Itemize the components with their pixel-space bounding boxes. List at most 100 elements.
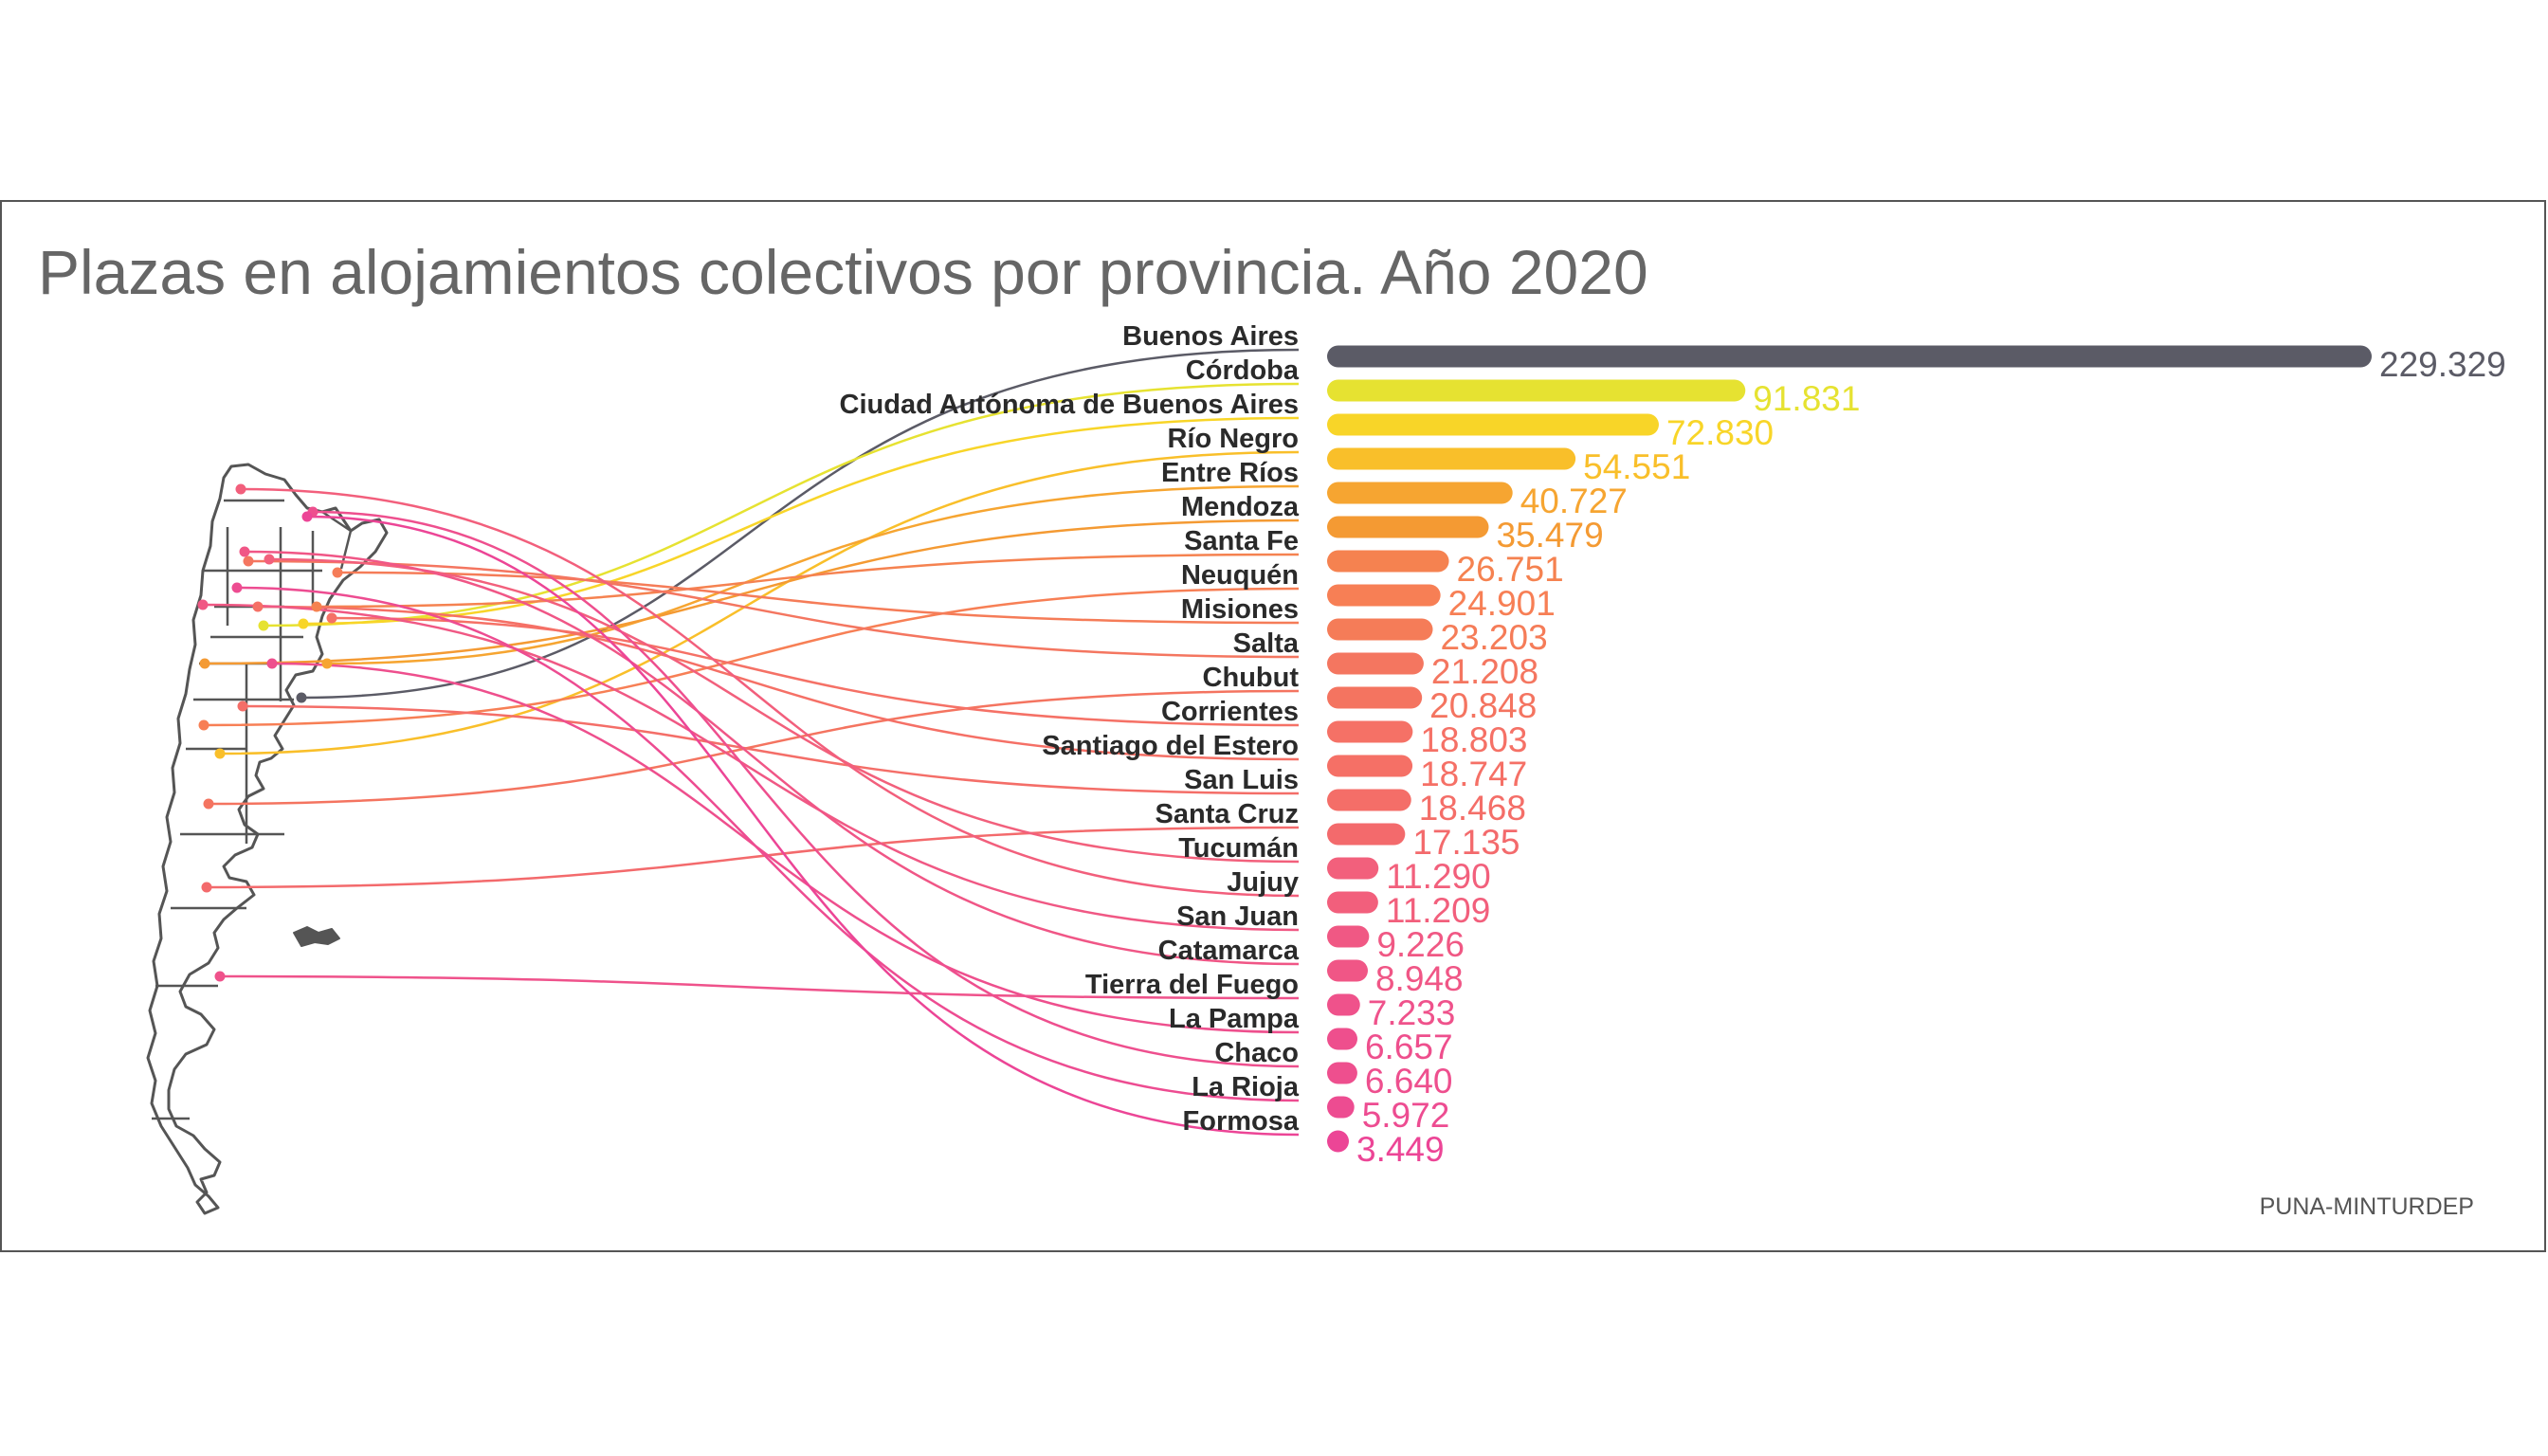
map-marker-ciudad-autonoma-de-buenos-aires <box>298 618 309 629</box>
province-label-la-rioja: La Rioja <box>1192 1072 1300 1102</box>
bar-santa-cruz <box>1327 823 1406 846</box>
connector-la-rioja <box>236 586 1300 1102</box>
value-label-santa-fe: 26.751 <box>1457 550 1564 589</box>
bar-santiago-del-estero <box>1327 755 1413 777</box>
bar-neuquen <box>1327 584 1441 607</box>
province-label-santa-cruz: Santa Cruz <box>1156 799 1299 829</box>
value-label-catamarca: 8.948 <box>1375 959 1464 998</box>
map-marker-corrientes <box>326 612 337 624</box>
value-label-rio-negro: 54.551 <box>1583 447 1690 486</box>
province-label-buenos-aires: Buenos Aires <box>1122 321 1299 352</box>
province-label-cordoba: Córdoba <box>1186 355 1300 386</box>
connector-salta <box>247 559 1300 659</box>
value-label-misiones: 23.203 <box>1440 618 1547 657</box>
map-marker-mendoza <box>199 658 210 669</box>
connector-jujuy <box>240 487 1300 898</box>
map-marker-cordoba <box>258 620 269 631</box>
bar-la-rioja <box>1327 1096 1355 1119</box>
bar-chaco <box>1327 1062 1357 1084</box>
connector-tierra-del-fuego <box>219 974 1300 1000</box>
value-label-chaco: 6.640 <box>1365 1062 1453 1101</box>
map-marker-misiones <box>332 567 343 578</box>
province-label-salta: Salta <box>1233 628 1300 659</box>
connector-santa-fe <box>316 553 1300 609</box>
bar-tierra-del-fuego <box>1327 993 1360 1016</box>
bar-la-pampa <box>1327 1028 1357 1050</box>
map-marker-san-luis <box>237 701 248 712</box>
province-label-rio-negro: Río Negro <box>1167 424 1299 454</box>
value-label-mendoza: 35.479 <box>1496 516 1603 555</box>
connector-mendoza <box>204 519 1300 665</box>
bar-formosa <box>1327 1130 1349 1153</box>
province-label-formosa: Formosa <box>1183 1106 1300 1137</box>
province-label-mendoza: Mendoza <box>1181 492 1300 522</box>
bar-chubut <box>1327 686 1423 709</box>
bar-entre-rios <box>1327 482 1513 504</box>
bar-cordoba <box>1327 379 1746 402</box>
value-label-neuquen: 24.901 <box>1448 584 1556 623</box>
map-marker-tierra-del-fuego <box>214 971 226 982</box>
province-label-san-luis: San Luis <box>1184 765 1299 795</box>
bar-mendoza <box>1327 516 1489 538</box>
province-label-jujuy: Jujuy <box>1227 867 1299 898</box>
map-marker-neuquen <box>198 719 209 731</box>
map-marker-catamarca <box>239 546 250 557</box>
bar-salta <box>1327 652 1424 675</box>
map-marker-santa-fe <box>311 601 322 612</box>
connector-formosa <box>306 515 1300 1137</box>
connector-ciudad-autonoma-de-buenos-aires <box>302 416 1300 626</box>
bar-santa-fe <box>1327 550 1449 573</box>
connectors <box>202 348 1300 1137</box>
province-label-ciudad-autonoma-de-buenos-aires: Ciudad Autónoma de Buenos Aires <box>840 390 1299 420</box>
bar-corrientes <box>1327 720 1413 743</box>
map-marker-entre-rios <box>321 658 333 669</box>
connector-san-luis <box>242 704 1300 795</box>
map-outline <box>146 463 389 1215</box>
connector-tucuman <box>268 557 1300 864</box>
province-label-san-juan: San Juan <box>1176 901 1299 932</box>
connector-misiones <box>337 571 1300 625</box>
value-label-cordoba: 91.831 <box>1753 379 1860 418</box>
value-label-jujuy: 11.209 <box>1386 891 1490 930</box>
map-marker-jujuy <box>235 483 246 495</box>
chart-frame <box>0 200 2546 1252</box>
value-label-la-pampa: 6.657 <box>1365 1028 1453 1066</box>
value-label-entre-rios: 40.727 <box>1520 482 1628 520</box>
connector-corrientes <box>331 616 1300 727</box>
connector-buenos-aires <box>300 348 1300 700</box>
map-marker-la-rioja <box>231 582 243 593</box>
value-label-santiago-del-estero: 18.747 <box>1420 755 1527 793</box>
bar-tucuman <box>1327 857 1379 880</box>
map-marker-buenos-aires <box>296 692 307 703</box>
map-marker-santiago-del-estero <box>252 601 264 612</box>
map-marker-formosa <box>301 511 313 522</box>
connector-cordoba <box>263 382 1300 628</box>
value-label-la-rioja: 5.972 <box>1362 1096 1450 1135</box>
connector-neuquen <box>203 587 1300 727</box>
bar-ciudad-autonoma-de-buenos-aires <box>1327 413 1659 436</box>
bars: Buenos Aires 229.329 Córdoba 91.831 Ciudad A… <box>840 321 2506 1169</box>
chart-title: Plazas en alojamientos colectivos por pr… <box>38 237 1648 307</box>
value-label-santa-cruz: 17.135 <box>1412 823 1520 862</box>
value-label-formosa: 3.449 <box>1356 1130 1445 1169</box>
connector-chubut <box>208 689 1300 806</box>
province-label-santa-fe: Santa Fe <box>1184 526 1299 556</box>
map-marker-rio-negro <box>214 748 226 759</box>
connector-entre-rios <box>326 484 1300 665</box>
map-falklands <box>293 926 340 947</box>
province-label-catamarca: Catamarca <box>1158 936 1300 966</box>
value-label-tierra-del-fuego: 7.233 <box>1368 993 1456 1032</box>
map-marker-san-juan <box>197 599 209 610</box>
connector-santa-cruz <box>206 826 1300 889</box>
value-label-salta: 21.208 <box>1431 652 1538 691</box>
province-label-neuquen: Neuquén <box>1181 560 1299 591</box>
source-note: PUNA-MINTURDEP <box>2260 1193 2474 1220</box>
value-label-tucuman: 11.290 <box>1386 857 1490 896</box>
province-label-la-pampa: La Pampa <box>1169 1004 1300 1034</box>
value-label-ciudad-autonoma-de-buenos-aires: 72.830 <box>1666 413 1774 452</box>
bar-jujuy <box>1327 891 1378 914</box>
map-markers <box>197 483 343 982</box>
value-label-san-luis: 18.468 <box>1419 789 1526 828</box>
connector-santiago-del-estero <box>257 605 1300 761</box>
value-label-corrientes: 18.803 <box>1420 720 1527 759</box>
